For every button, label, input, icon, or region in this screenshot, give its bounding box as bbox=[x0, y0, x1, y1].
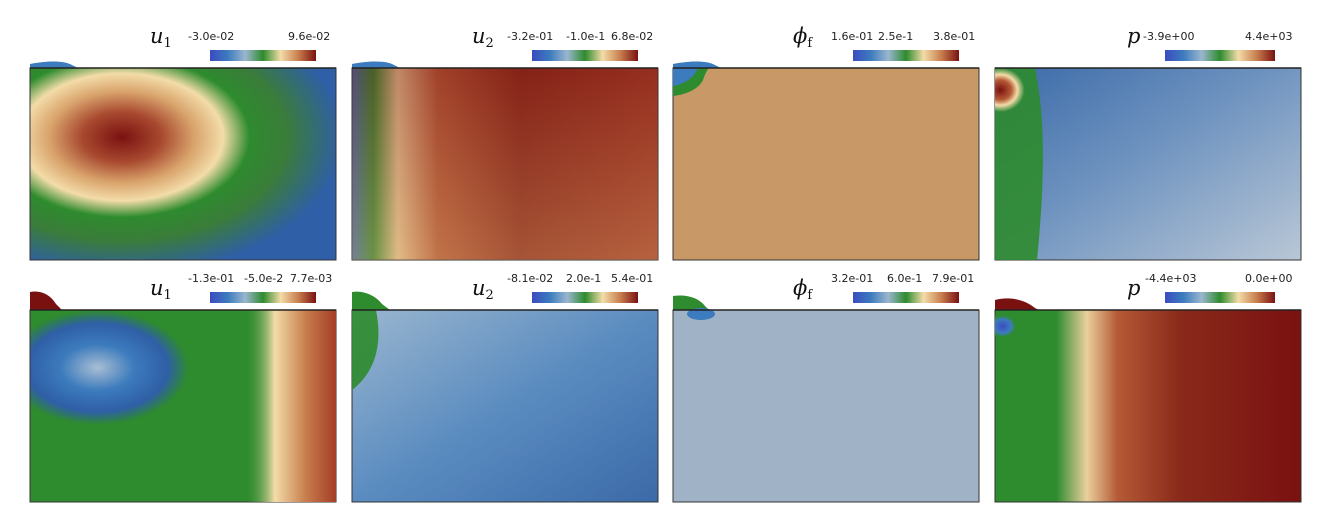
colorbar-min-label: -3.2e-01 bbox=[507, 30, 554, 43]
panel-p-bottom: p -4.4e+03 0.0e+00 bbox=[994, 262, 1302, 504]
colorbar-min-label: -8.1e-02 bbox=[507, 272, 554, 285]
colorbar-max-label: 6.8e-02 bbox=[611, 30, 654, 43]
field-plot bbox=[994, 67, 1302, 261]
variable-label: u1 bbox=[150, 276, 172, 303]
colorbar-max-label: 4.4e+03 bbox=[1245, 30, 1293, 43]
variable-label: u2 bbox=[472, 276, 494, 303]
field-plot bbox=[672, 295, 980, 503]
colorbar bbox=[1165, 50, 1275, 61]
colorbar-min-label: 1.6e-01 bbox=[831, 30, 874, 43]
field-plot bbox=[994, 298, 1302, 503]
panel-phi-f-bottom: ϕf 3.2e-01 6.0e-1 7.9e-01 bbox=[672, 262, 980, 504]
colorbar-min-label: -3.0e-02 bbox=[188, 30, 235, 43]
colorbar-mid-label: -5.0e-2 bbox=[244, 272, 284, 285]
field-plot bbox=[29, 291, 337, 503]
colorbar-min-label: -1.3e-01 bbox=[188, 272, 235, 285]
variable-label: ϕf bbox=[793, 24, 813, 51]
field-plot bbox=[29, 61, 337, 261]
field-plot bbox=[351, 61, 659, 261]
variable-label: p bbox=[1127, 276, 1141, 300]
colorbar bbox=[532, 292, 638, 303]
colorbar bbox=[210, 50, 316, 61]
colorbar-min-label: -4.4e+03 bbox=[1145, 272, 1197, 285]
field-plot bbox=[351, 291, 659, 503]
colorbar-min-label: -3.9e+00 bbox=[1143, 30, 1195, 43]
colorbar bbox=[532, 50, 638, 61]
colorbar bbox=[210, 292, 316, 303]
variable-label: ϕf bbox=[793, 276, 813, 303]
variable-label: u1 bbox=[150, 24, 172, 51]
colorbar-max-label: 9.6e-02 bbox=[288, 30, 331, 43]
variable-label: p bbox=[1127, 24, 1141, 48]
colorbar-max-label: 3.8e-01 bbox=[933, 30, 976, 43]
panel-u1-top: u1 -3.0e-02 9.6e-02 bbox=[29, 10, 337, 270]
colorbar-min-label: 3.2e-01 bbox=[831, 272, 874, 285]
panel-u2-bottom: u2 -8.1e-02 2.0e-1 5.4e-01 bbox=[351, 262, 659, 504]
field-plot bbox=[672, 61, 980, 261]
variable-label: u2 bbox=[472, 24, 494, 51]
colorbar-max-label: 0.0e+00 bbox=[1245, 272, 1293, 285]
colorbar-mid-label: -1.0e-1 bbox=[566, 30, 606, 43]
colorbar-mid-label: 2.0e-1 bbox=[566, 272, 602, 285]
colorbar-mid-label: 6.0e-1 bbox=[887, 272, 923, 285]
colorbar-max-label: 7.7e-03 bbox=[290, 272, 333, 285]
colorbar-max-label: 7.9e-01 bbox=[932, 272, 975, 285]
colorbar bbox=[853, 50, 959, 61]
colorbar-max-label: 5.4e-01 bbox=[611, 272, 654, 285]
colorbar bbox=[853, 292, 959, 303]
panel-u1-bottom: u1 -1.3e-01 -5.0e-2 7.7e-03 bbox=[29, 262, 337, 504]
colorbar bbox=[1165, 292, 1275, 303]
panel-u2-top: u2 -3.2e-01 -1.0e-1 6.8e-02 bbox=[351, 10, 659, 270]
colorbar-mid-label: 2.5e-1 bbox=[878, 30, 914, 43]
panel-p-top: p -3.9e+00 4.4e+03 bbox=[994, 10, 1302, 270]
panel-phi-f-top: ϕf 1.6e-01 2.5e-1 3.8e-01 bbox=[672, 10, 980, 270]
